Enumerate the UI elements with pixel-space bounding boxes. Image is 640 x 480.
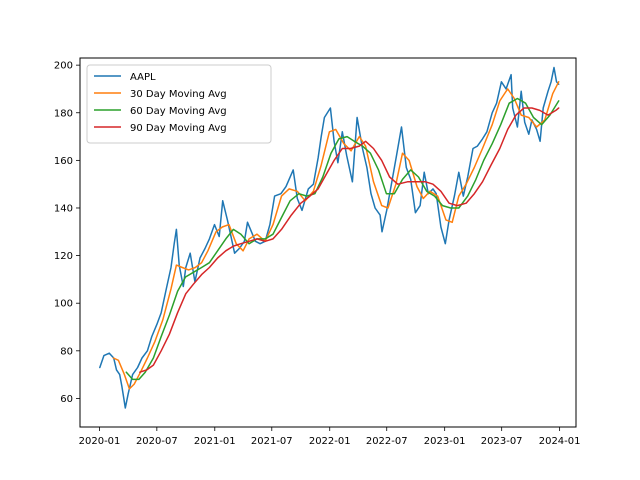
- x-tick-label: 2024-01: [539, 436, 581, 447]
- legend-label-2: 60 Day Moving Avg: [130, 106, 227, 117]
- y-tick-label: 140: [54, 203, 73, 214]
- series-group: [99, 66, 560, 409]
- x-tick-label: 2023-07: [481, 436, 523, 447]
- y-tick-label: 120: [54, 251, 73, 262]
- x-tick-label: 2022-01: [309, 436, 351, 447]
- x-tick-label: 2020-01: [79, 436, 121, 447]
- x-tick-label: 2021-01: [194, 436, 236, 447]
- legend-label-1: 30 Day Moving Avg: [130, 89, 227, 100]
- legend: AAPL 30 Day Moving Avg 60 Day Moving Avg 90…: [86, 64, 272, 144]
- y-tick-label: 60: [60, 394, 73, 405]
- axes-frame: [79, 57, 577, 428]
- y-tick-label: 180: [54, 108, 73, 119]
- x-tick-label: 2022-07: [366, 436, 408, 447]
- y-tick-label: 200: [54, 61, 73, 72]
- series-line-1: [112, 81, 560, 390]
- series-line-2: [125, 97, 560, 381]
- legend-label-0: AAPL: [130, 72, 156, 83]
- legend-box: [86, 64, 272, 144]
- x-tick-label: 2020-07: [136, 436, 178, 447]
- y-tick-label: 100: [54, 299, 73, 310]
- y-tick-label: 160: [54, 156, 73, 167]
- y-axis: 60 80 100 120 140 160 180 200: [54, 61, 80, 405]
- x-tick-label: 2023-01: [424, 436, 466, 447]
- series-line-0: [99, 66, 560, 409]
- x-tick-label: 2021-07: [251, 436, 293, 447]
- legend-label-3: 90 Day Moving Avg: [130, 123, 227, 134]
- x-axis: 2020-01 2020-07 2021-01 2021-07 2022-01 2022-…: [79, 427, 581, 447]
- y-tick-label: 80: [60, 346, 73, 357]
- series-line-3: [139, 107, 560, 373]
